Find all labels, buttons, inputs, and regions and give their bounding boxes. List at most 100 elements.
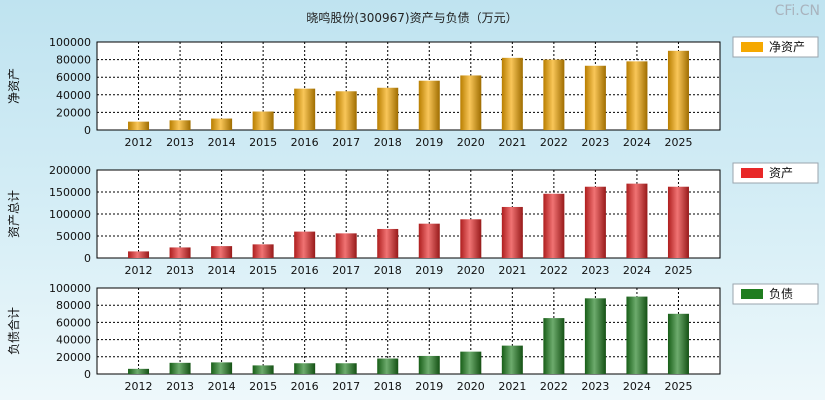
net-assets-bar [252, 111, 274, 130]
total-assets-bar [211, 246, 233, 258]
total-liabilities-ytick-label: 20000 [56, 351, 91, 364]
total-liabilities-xtick-label: 2014 [208, 380, 236, 393]
total-liabilities-ylabel: 负债合计 [6, 307, 21, 355]
total-assets-xtick-label: 2014 [208, 264, 236, 277]
total-assets-bar [377, 228, 399, 258]
net-assets-bar [584, 65, 606, 130]
net-assets-xtick-label: 2012 [125, 136, 153, 149]
total-liabilities-panel: 0 20000 40000 60000 80000 100000 2012 2013 2014 2… [6, 282, 819, 393]
total-liabilities-bar [501, 345, 523, 374]
net-assets-bar [169, 120, 191, 130]
total-liabilities-xtick-label: 2018 [374, 380, 402, 393]
net-assets-bar [543, 59, 565, 130]
net-assets-ytick-label: 100000 [49, 36, 91, 49]
net-assets-ytick-label: 20000 [56, 106, 91, 119]
total-liabilities-xtick-label: 2024 [623, 380, 651, 393]
net-assets-xtick-label: 2021 [498, 136, 526, 149]
net-assets-ytick-label: 0 [84, 124, 91, 137]
net-assets-bar [667, 50, 689, 130]
total-liabilities-xtick-label: 2019 [415, 380, 443, 393]
total-assets-xtick-label: 2023 [581, 264, 609, 277]
total-liabilities-bar [626, 296, 648, 374]
total-liabilities-ytick-label: 80000 [56, 299, 91, 312]
total-assets-legend: 资产 [732, 162, 819, 184]
net-assets-legend-label: 净资产 [769, 40, 805, 54]
net-assets-bar [377, 87, 399, 130]
total-assets-xtick-label: 2020 [457, 264, 485, 277]
total-assets-xtick-label: 2017 [332, 264, 360, 277]
total-liabilities-bar [377, 358, 399, 374]
total-liabilities-bar [211, 362, 233, 374]
total-assets-ylabel: 资产总计 [7, 190, 21, 238]
total-liabilities-bar [543, 318, 565, 374]
net-assets-bar [626, 61, 648, 130]
total-liabilities-xtick-label: 2015 [249, 380, 277, 393]
net-assets-ytick-label: 60000 [56, 71, 91, 84]
total-assets-xtick-label: 2016 [291, 264, 319, 277]
total-assets-xtick-label: 2021 [498, 264, 526, 277]
net-assets-ytick-label: 40000 [56, 89, 91, 102]
total-assets-ytick-label: 50000 [56, 230, 91, 243]
net-assets-bar [211, 118, 233, 130]
net-assets-bar [335, 91, 357, 130]
total-liabilities-ytick-label: 100000 [49, 282, 91, 295]
net-assets-xtick-label: 2020 [457, 136, 485, 149]
watermark: CFi.CN [775, 3, 820, 19]
total-assets-bar [501, 206, 523, 258]
chart-title: 晓鸣股份(300967)资产与负债（万元） [306, 10, 517, 25]
total-assets-xtick-label: 2024 [623, 264, 651, 277]
net-assets-xtick-label: 2019 [415, 136, 443, 149]
net-assets-bar [294, 88, 316, 130]
total-liabilities-xtick-label: 2025 [664, 380, 692, 393]
net-assets-plot-area [96, 41, 721, 131]
total-liabilities-plot-area [96, 287, 721, 375]
total-liabilities-xtick-label: 2021 [498, 380, 526, 393]
total-liabilities-ytick-label: 60000 [56, 316, 91, 329]
total-liabilities-xtick-label: 2020 [457, 380, 485, 393]
total-liabilities-xtick-label: 2017 [332, 380, 360, 393]
total-liabilities-legend-swatch [741, 289, 763, 299]
net-assets-legend-swatch [741, 42, 763, 52]
net-assets-ytick-label: 80000 [56, 54, 91, 67]
total-liabilities-xtick-label: 2012 [125, 380, 153, 393]
total-liabilities-bar [169, 362, 191, 374]
net-assets-xtick-label: 2025 [664, 136, 692, 149]
total-liabilities-bar [418, 355, 440, 374]
total-assets-ytick-label: 200000 [49, 164, 91, 177]
total-liabilities-xtick-label: 2016 [291, 380, 319, 393]
total-liabilities-bar [460, 351, 482, 374]
net-assets-xtick-label: 2018 [374, 136, 402, 149]
total-liabilities-bar [335, 363, 357, 374]
total-assets-bar [543, 193, 565, 258]
total-liabilities-ytick-label: 40000 [56, 334, 91, 347]
total-assets-ytick-label: 0 [84, 252, 91, 265]
net-assets-ylabel: 净资产 [7, 68, 21, 104]
total-assets-bar [418, 223, 440, 258]
total-assets-bar [294, 231, 316, 258]
total-liabilities-legend: 负债 [732, 283, 819, 305]
total-assets-legend-swatch [741, 168, 763, 178]
total-liabilities-bar [294, 363, 316, 374]
net-assets-bar [418, 80, 440, 130]
total-liabilities-legend-label: 负债 [769, 287, 793, 301]
net-assets-panel: 0 20000 40000 60000 80000 100000 2012 2013 2014 2… [7, 36, 819, 149]
net-assets-bar [460, 75, 482, 130]
net-assets-xtick-label: 2017 [332, 136, 360, 149]
total-assets-xtick-label: 2019 [415, 264, 443, 277]
total-assets-xtick-label: 2012 [125, 264, 153, 277]
total-liabilities-bar [667, 313, 689, 374]
net-assets-xtick-label: 2024 [623, 136, 651, 149]
total-assets-plot-area [96, 169, 721, 259]
total-liabilities-bar [128, 368, 150, 374]
total-assets-legend-label: 资产 [769, 166, 793, 180]
total-assets-xtick-label: 2018 [374, 264, 402, 277]
total-assets-bar [667, 186, 689, 258]
total-liabilities-ytick-label: 0 [84, 368, 91, 381]
net-assets-xtick-label: 2022 [540, 136, 568, 149]
net-assets-xtick-label: 2014 [208, 136, 236, 149]
total-liabilities-xtick-label: 2013 [166, 380, 194, 393]
total-assets-xtick-label: 2025 [664, 264, 692, 277]
total-assets-ytick-label: 150000 [49, 186, 91, 199]
total-assets-bar [460, 219, 482, 258]
